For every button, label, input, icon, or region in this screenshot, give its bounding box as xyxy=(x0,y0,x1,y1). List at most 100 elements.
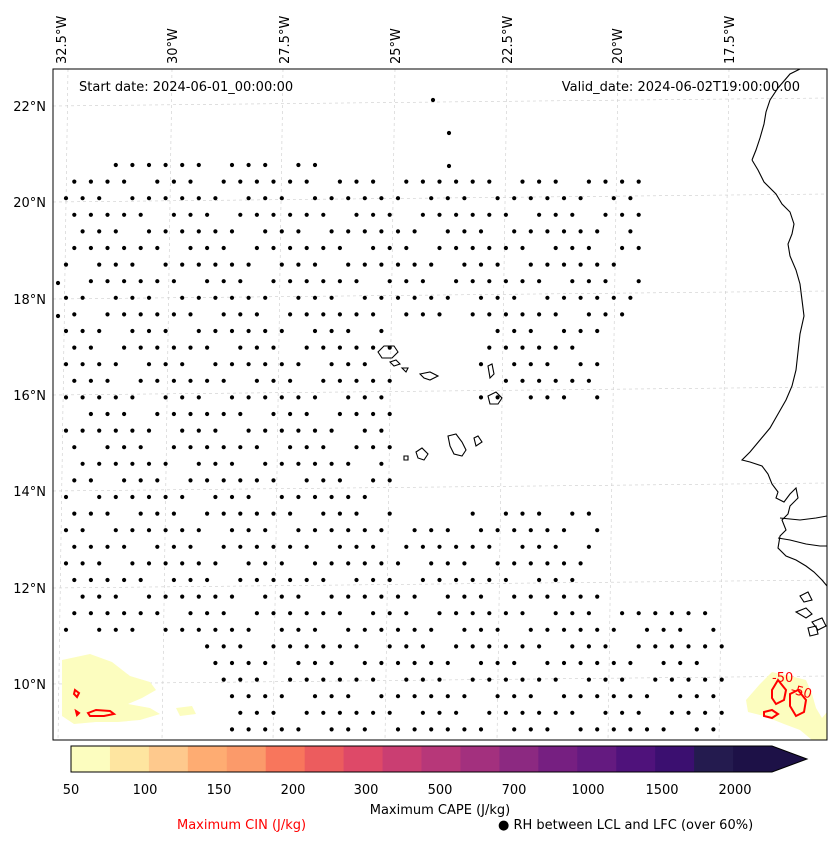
rh-dot xyxy=(362,196,367,201)
rh-dot xyxy=(155,478,160,483)
rh-dot xyxy=(88,611,93,616)
rh-dot xyxy=(362,594,367,599)
rh-dot xyxy=(578,362,583,367)
rh-dot xyxy=(603,279,608,284)
rh-dot xyxy=(520,644,525,649)
rh-dot xyxy=(371,312,376,317)
rh-dot xyxy=(487,345,492,350)
rh-dot xyxy=(113,428,118,433)
rh-dot xyxy=(238,179,243,184)
rh-dot xyxy=(321,312,326,317)
rh-dot xyxy=(279,196,284,201)
rh-dot xyxy=(387,478,392,483)
rh-dot xyxy=(296,162,301,168)
rh-dot xyxy=(611,727,616,732)
rh-dot xyxy=(238,411,243,417)
colorbar-segment xyxy=(226,746,267,772)
rh-dot xyxy=(213,295,218,300)
rh-dot xyxy=(520,245,525,251)
rh-dot xyxy=(470,212,475,217)
rh-dot xyxy=(387,411,392,417)
rh-dot xyxy=(105,179,110,184)
rh-dot xyxy=(337,179,342,184)
rh-dot xyxy=(362,295,367,300)
rh-dot xyxy=(454,544,459,549)
rh-dot xyxy=(545,594,550,599)
rh-dot xyxy=(138,312,143,317)
rh-dot xyxy=(196,395,201,400)
rh-dot xyxy=(686,611,691,616)
rh-dot xyxy=(711,694,716,699)
rh-dot xyxy=(72,245,77,251)
rh-dot xyxy=(379,395,384,400)
rh-dot xyxy=(263,694,268,699)
rh-dot xyxy=(653,644,658,649)
rh-dot xyxy=(437,677,442,682)
rh-dot xyxy=(462,196,467,201)
rh-dot xyxy=(221,644,226,649)
rh-dot xyxy=(487,644,492,649)
rh-dot xyxy=(122,179,127,184)
rh-dot xyxy=(304,577,309,583)
lon-label-17-5w: 17.5°W xyxy=(723,16,738,64)
rh-dot xyxy=(105,411,110,417)
rh-dot xyxy=(578,196,583,201)
rh-dot xyxy=(545,362,550,367)
rh-dot xyxy=(420,179,425,184)
rh-dot xyxy=(146,561,152,566)
rh-dot xyxy=(279,594,284,599)
cin-contours xyxy=(72,678,808,720)
gambia-river xyxy=(779,515,827,521)
rh-dot xyxy=(130,196,135,201)
rh-dot xyxy=(113,229,118,234)
rh-dot xyxy=(130,461,135,466)
rh-dot xyxy=(603,710,608,715)
rh-dot xyxy=(263,229,268,234)
santiago xyxy=(447,433,467,457)
rh-dot xyxy=(271,511,276,516)
rh-dot xyxy=(130,295,135,300)
rh-dot xyxy=(122,279,127,284)
rh-dot xyxy=(537,312,542,317)
lat-label-14n: 14°N xyxy=(13,485,46,500)
rh-dot xyxy=(122,445,127,450)
rh-dot xyxy=(180,528,185,533)
rh-dot xyxy=(478,528,484,533)
lon-label-22-5w: 22.5°W xyxy=(501,16,516,64)
rh-dot xyxy=(312,494,318,500)
rh-dot xyxy=(379,229,384,234)
rh-dot xyxy=(462,262,467,267)
rh-dot xyxy=(329,196,334,201)
rh-dot xyxy=(122,312,127,317)
rh-dot xyxy=(254,511,259,516)
rh-dot xyxy=(180,627,185,632)
rh-dot xyxy=(620,611,625,616)
rh-dot xyxy=(595,694,600,699)
rh-dot xyxy=(246,694,251,699)
rh-dot xyxy=(487,544,492,549)
rh-dot xyxy=(528,694,533,699)
rh-dot xyxy=(561,660,567,666)
rh-dot xyxy=(487,179,492,184)
cin-contour-west-1 xyxy=(72,688,81,699)
rh-dot xyxy=(171,577,176,583)
cape-shading xyxy=(62,654,827,740)
rh-dot xyxy=(163,196,168,201)
rh-dot xyxy=(603,677,608,682)
rh-dot xyxy=(130,528,135,533)
rh-dot xyxy=(196,229,201,234)
rh-dot xyxy=(528,229,533,234)
rh-dot xyxy=(271,279,276,284)
rh-legend-label: RH between LCL and LFC (over 60%) xyxy=(513,818,754,833)
rh-dot xyxy=(288,544,293,549)
lon-label-32-5w: 32.5°W xyxy=(55,16,70,64)
rh-dot xyxy=(72,577,77,583)
rh-dot xyxy=(595,660,600,666)
rh-dot xyxy=(163,561,168,566)
rh-dot xyxy=(379,196,384,201)
rh-dot xyxy=(263,162,268,168)
rh-dot xyxy=(221,245,226,251)
rh-dot xyxy=(346,594,351,599)
rh-dot xyxy=(678,627,683,632)
rh-dot xyxy=(661,627,666,632)
